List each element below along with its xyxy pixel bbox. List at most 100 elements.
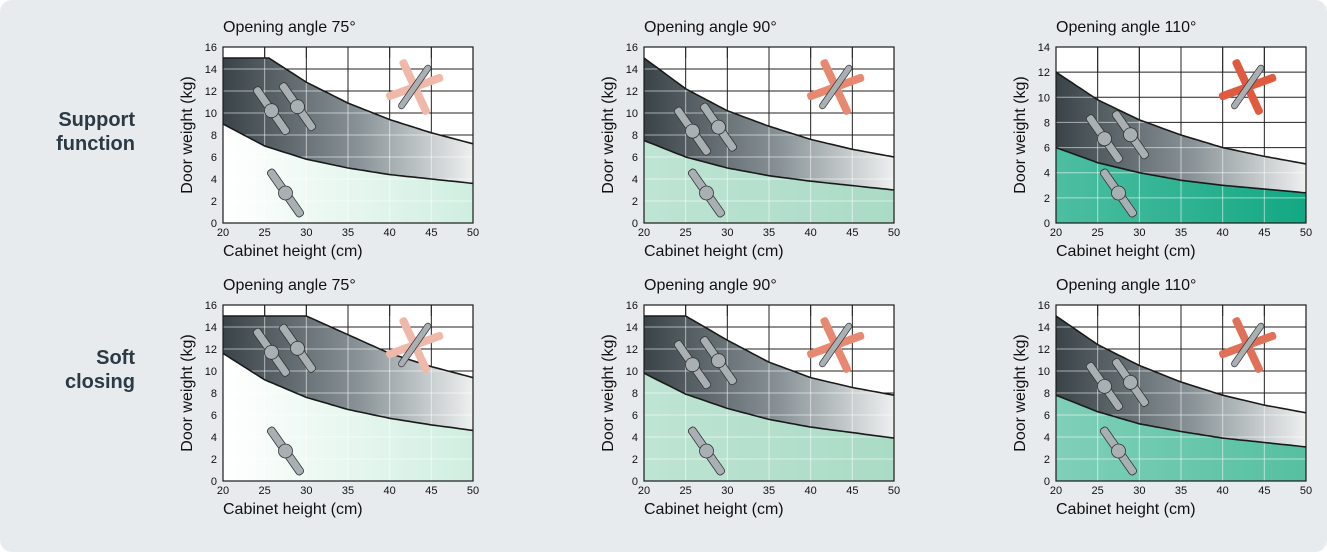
- y-tick-label: 2: [211, 454, 217, 466]
- y-tick-label: 8: [632, 388, 638, 400]
- x-tick-label: 45: [846, 227, 858, 239]
- x-tick-label: 20: [217, 485, 229, 497]
- y-axis-label: Door weight (kg): [1012, 76, 1029, 193]
- lower-boundary-line: [222, 352, 474, 432]
- y-tick-label: 8: [1044, 388, 1050, 400]
- hinge-icon: [1099, 426, 1138, 476]
- open-hinge-icon: [385, 317, 444, 373]
- hinge-icon: [266, 426, 305, 476]
- x-tick-label: 30: [1133, 485, 1145, 497]
- x-tick-label: 30: [300, 485, 312, 497]
- y-tick-label: 16: [626, 300, 638, 312]
- upper-boundary-line: [643, 57, 895, 158]
- x-tick-label: 40: [384, 485, 396, 497]
- row-label-support-function: Support function: [56, 109, 135, 155]
- lower-boundary-line: [1055, 146, 1307, 194]
- row-label-soft-closing: Soft closing: [64, 347, 135, 393]
- chart-panel-1: 20 25 30 35 40 45 50 0 2 4 6 8 10 12 14 16 Opening angle…: [600, 19, 900, 260]
- hinge-icon: [673, 340, 712, 390]
- x-tick-label: 20: [638, 485, 650, 497]
- y-tick-label: 16: [1038, 300, 1050, 312]
- y-tick-label: 12: [1038, 344, 1050, 356]
- chart-title: Opening angle 90°: [644, 277, 777, 294]
- upper-boundary-line: [1055, 71, 1307, 165]
- y-tick-label: 6: [211, 410, 217, 422]
- y-tick-label: 12: [1038, 67, 1050, 79]
- y-tick-label: 10: [626, 108, 638, 120]
- x-tick-label: 45: [1258, 485, 1270, 497]
- x-tick-label: 45: [1258, 227, 1270, 239]
- x-tick-label: 35: [342, 485, 354, 497]
- open-hinge-icon: [1218, 317, 1277, 373]
- x-tick-label: 25: [1092, 485, 1104, 497]
- band-region: [1056, 316, 1306, 447]
- hinge-icon: [699, 336, 738, 386]
- lower-boundary-line: [1055, 394, 1307, 448]
- y-tick-label: 14: [205, 64, 217, 76]
- x-axis-label: Cabinet height (cm): [223, 243, 363, 260]
- y-tick-label: 4: [632, 174, 638, 186]
- y-tick-label: 12: [626, 86, 638, 98]
- chart-title: Opening angle 75°: [223, 277, 356, 294]
- y-tick-label: 14: [626, 322, 638, 334]
- hinge-icon: [266, 168, 305, 218]
- y-axis-label: Door weight (kg): [179, 334, 196, 451]
- y-tick-label: 0: [1044, 218, 1050, 230]
- y-tick-label: 14: [205, 322, 217, 334]
- x-tick-label: 40: [1217, 485, 1229, 497]
- y-tick-label: 16: [205, 42, 217, 54]
- y-tick-label: 10: [205, 108, 217, 120]
- y-tick-label: 4: [632, 432, 638, 444]
- y-tick-label: 0: [211, 218, 217, 230]
- y-axis-label: Door weight (kg): [179, 76, 196, 193]
- y-tick-label: 6: [632, 152, 638, 164]
- x-tick-label: 20: [1050, 227, 1062, 239]
- x-tick-label: 20: [1050, 485, 1062, 497]
- x-tick-label: 35: [763, 485, 775, 497]
- x-axis-label: Cabinet height (cm): [1056, 243, 1196, 260]
- y-tick-label: 2: [632, 196, 638, 208]
- x-tick-label: 35: [342, 227, 354, 239]
- hinge-icon: [673, 106, 712, 156]
- upper-boundary-line: [1055, 315, 1307, 414]
- x-tick-label: 20: [217, 227, 229, 239]
- x-tick-label: 35: [1175, 227, 1187, 239]
- y-tick-label: 4: [211, 432, 217, 444]
- y-tick-label: 6: [211, 152, 217, 164]
- y-tick-label: 14: [1038, 322, 1050, 334]
- x-tick-label: 40: [805, 485, 817, 497]
- x-tick-label: 25: [1092, 227, 1104, 239]
- plot-frame: [1055, 46, 1307, 224]
- chart-title: Opening angle 110°: [1056, 19, 1196, 36]
- plot-frame: [222, 46, 474, 224]
- hinge-icon: [1111, 110, 1150, 160]
- hinge-icon: [1085, 114, 1124, 164]
- x-tick-label: 25: [680, 227, 692, 239]
- hinge-icon: [687, 168, 726, 218]
- y-tick-label: 2: [1044, 193, 1050, 205]
- y-tick-label: 0: [632, 476, 638, 488]
- y-axis-label: Door weight (kg): [600, 76, 617, 193]
- y-tick-label: 10: [626, 366, 638, 378]
- x-tick-label: 45: [425, 227, 437, 239]
- x-axis-label: Cabinet height (cm): [223, 501, 363, 518]
- x-tick-label: 30: [721, 485, 733, 497]
- y-tick-label: 6: [1044, 143, 1050, 155]
- chart-panel-3: 20 25 30 35 40 45 50 0 2 4 6 8 10 12 14 16 Opening angle…: [179, 277, 479, 518]
- x-tick-label: 45: [846, 485, 858, 497]
- y-tick-label: 2: [1044, 454, 1050, 466]
- x-tick-label: 40: [384, 227, 396, 239]
- y-tick-label: 2: [632, 454, 638, 466]
- hinge-icon: [278, 82, 317, 132]
- plot-frame: [643, 46, 895, 224]
- y-tick-label: 6: [1044, 410, 1050, 422]
- upper-boundary-line: [644, 315, 895, 396]
- y-tick-label: 8: [211, 130, 217, 142]
- open-hinge-icon: [1218, 59, 1277, 115]
- x-tick-label: 50: [888, 485, 900, 497]
- x-axis-label: Cabinet height (cm): [1056, 501, 1196, 518]
- y-tick-label: 10: [1038, 366, 1050, 378]
- chart-panel-2: 20 25 30 35 40 45 50 0 2 4 6 8 10 12 14 Opening angle 1…: [1012, 19, 1312, 260]
- x-tick-label: 50: [888, 227, 900, 239]
